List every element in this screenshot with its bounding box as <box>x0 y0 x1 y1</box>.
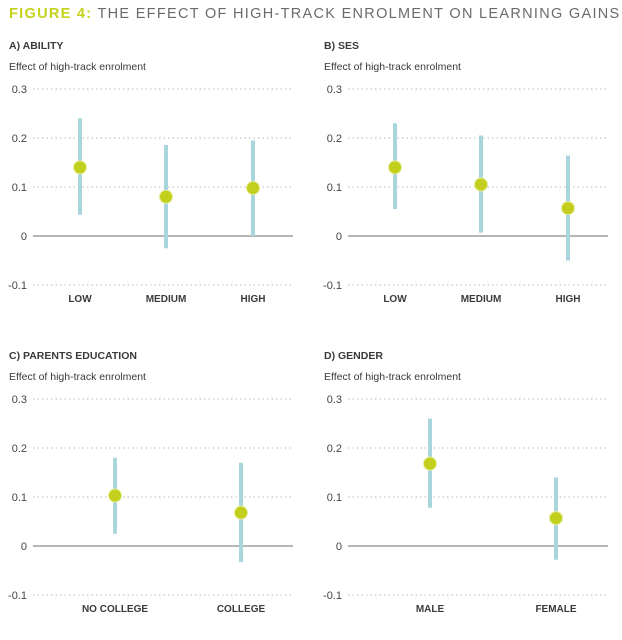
panel-title: D) GENDER <box>324 350 383 362</box>
panel-title: B) SES <box>324 40 360 52</box>
chart-parents-education: 0.3 0.2 0.1 0 -0.1 NO COLLEGE COLLEGE <box>8 394 293 615</box>
y-tick-label: 0.3 <box>12 84 27 96</box>
panel-parents-education: C) PARENTS EDUCATION Effect of high-trac… <box>8 350 297 640</box>
estimate-point <box>561 201 575 216</box>
category-label: FEMALE <box>535 604 576 615</box>
y-tick-label: 0.2 <box>12 133 27 145</box>
category-label: HIGH <box>241 294 266 305</box>
y-axis-label: Effect of high-track enrolment <box>324 61 461 73</box>
y-tick-label: 0 <box>336 541 342 553</box>
y-tick-label: 0.1 <box>327 182 342 194</box>
estimate-point <box>108 488 122 503</box>
y-tick-label: 0.2 <box>12 443 27 455</box>
y-tick-label: 0.1 <box>327 492 342 504</box>
category-label: MALE <box>416 604 445 615</box>
y-tick-label: 0.3 <box>12 394 27 406</box>
y-tick-label: 0.3 <box>327 394 342 406</box>
figure-number: FIGURE 4: <box>9 6 93 22</box>
y-axis-label: Effect of high-track enrolment <box>9 61 146 73</box>
y-tick-label: -0.1 <box>323 280 342 292</box>
panel-title: C) PARENTS EDUCATION <box>9 350 137 362</box>
category-label: COLLEGE <box>217 604 266 615</box>
chart-ability: 0.3 0.2 0.1 0 -0.1 LOW MEDIUM HIGH <box>8 84 293 305</box>
panel-title: A) ABILITY <box>9 40 64 52</box>
category-label: LOW <box>383 294 407 305</box>
y-tick-label: 0.1 <box>12 182 27 194</box>
panel-gender: D) GENDER Effect of high-track enrolment… <box>323 350 612 640</box>
chart-gender: 0.3 0.2 0.1 0 -0.1 MALE FEMALE <box>323 394 608 615</box>
estimate-point <box>73 160 87 175</box>
estimate-point <box>234 505 248 520</box>
y-tick-label: 0.3 <box>327 84 342 96</box>
y-tick-label: 0 <box>336 231 342 243</box>
panel-ability: A) ABILITY Effect of high-track enrolmen… <box>8 40 297 330</box>
category-label: NO COLLEGE <box>82 604 148 615</box>
y-axis-label: Effect of high-track enrolment <box>9 371 146 383</box>
estimate-point <box>388 160 402 175</box>
y-tick-label: 0.1 <box>12 492 27 504</box>
estimate-point <box>474 177 488 192</box>
panel-ses: B) SES Effect of high-track enrolment 0.… <box>323 40 612 330</box>
y-tick-label: -0.1 <box>8 590 27 602</box>
figure-title: FIGURE 4: THE EFFECT OF HIGH-TRACK ENROL… <box>9 6 619 22</box>
category-label: MEDIUM <box>461 294 502 305</box>
y-tick-label: -0.1 <box>323 590 342 602</box>
y-tick-label: 0.2 <box>327 443 342 455</box>
estimate-point <box>159 189 173 204</box>
category-label: HIGH <box>556 294 581 305</box>
category-label: MEDIUM <box>146 294 187 305</box>
estimate-point <box>246 180 260 195</box>
y-tick-label: 0.2 <box>327 133 342 145</box>
category-label: LOW <box>68 294 92 305</box>
y-tick-label: -0.1 <box>8 280 27 292</box>
y-axis-label: Effect of high-track enrolment <box>324 371 461 383</box>
chart-ses: 0.3 0.2 0.1 0 -0.1 LOW MEDIUM HIGH <box>323 84 608 305</box>
estimate-point <box>549 511 563 526</box>
figure-title-text: THE EFFECT OF HIGH-TRACK ENROLMENT ON LE… <box>92 6 621 22</box>
y-tick-label: 0 <box>21 541 27 553</box>
estimate-point <box>423 456 437 471</box>
y-tick-label: 0 <box>21 231 27 243</box>
